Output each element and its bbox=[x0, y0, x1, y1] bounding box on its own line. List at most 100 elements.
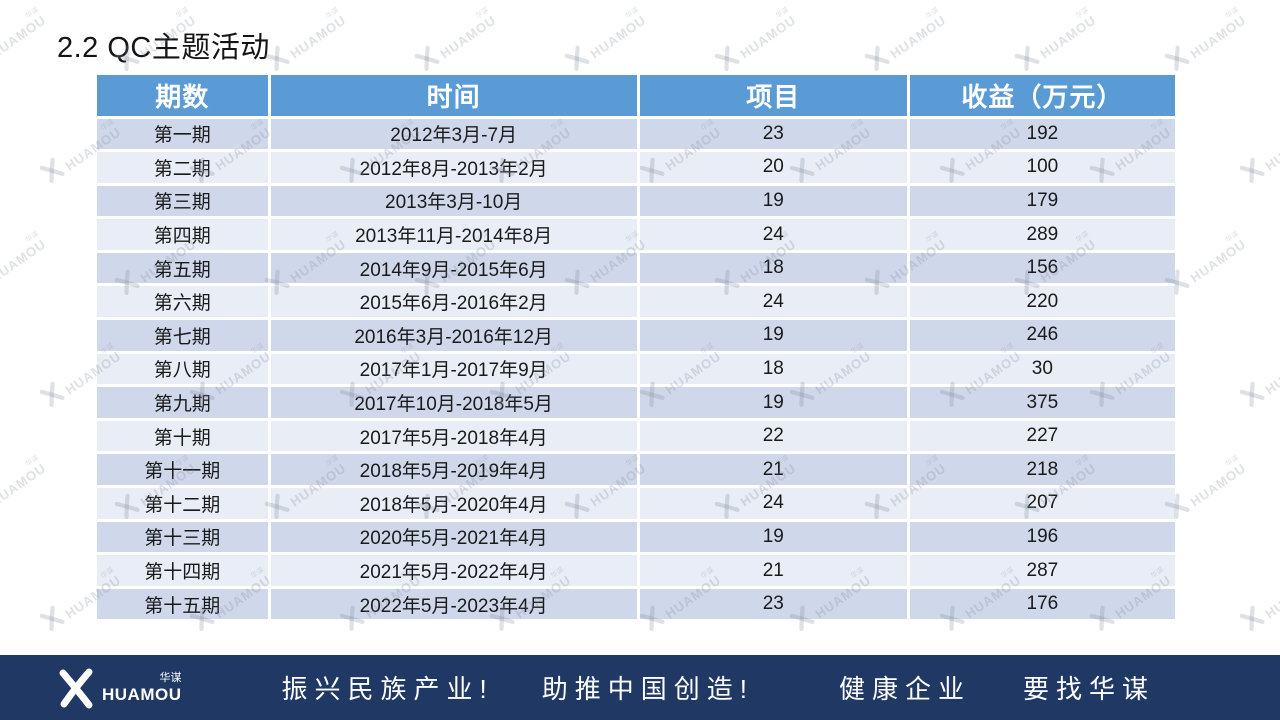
table-cell: 19 bbox=[639, 185, 910, 217]
table-row: 第七期 2016年3月-2016年12月 19 246 bbox=[97, 320, 1175, 351]
watermark-en-label: HUAMOU bbox=[737, 12, 799, 62]
table-header-cell: 时间 bbox=[270, 75, 640, 116]
table-row: 第十一期 2018年5月-2019年4月 21 218 bbox=[97, 454, 1175, 486]
table-cell: 第十三期 bbox=[97, 521, 271, 553]
table-cell: 246 bbox=[909, 320, 1175, 351]
table-cell: 21 bbox=[639, 555, 910, 586]
table-row: 第十期 2017年5月-2018年4月 22 227 bbox=[97, 420, 1175, 452]
watermark-en-label: HUAMOU bbox=[1037, 12, 1099, 62]
watermark-en-label: HUAMOU bbox=[587, 12, 649, 62]
table-cell: 22 bbox=[639, 420, 910, 452]
table-row: 第六期 2015年6月-2016年2月 24 220 bbox=[97, 286, 1175, 318]
watermark-en-label: HUAMOU bbox=[1262, 348, 1280, 398]
watermark-logo-icon bbox=[411, 42, 443, 75]
table-cell: 2017年1月-2017年9月 bbox=[270, 353, 640, 385]
watermark-en-label: HUAMOU bbox=[0, 460, 49, 510]
watermark-logo-icon bbox=[561, 42, 593, 75]
table-cell: 2016年3月-2016年12月 bbox=[270, 320, 640, 351]
table-cell: 2017年10月-2018年5月 bbox=[270, 387, 640, 418]
table-row: 第三期 2013年3月-10月 19 179 bbox=[97, 185, 1175, 217]
table-cell: 24 bbox=[639, 286, 910, 318]
table-header-cell: 收益（万元） bbox=[909, 75, 1175, 116]
table-header-row: 期数 时间 项目 收益（万元） bbox=[97, 75, 1175, 116]
watermark-logo-icon bbox=[711, 42, 743, 75]
table-cell: 2022年5月-2023年4月 bbox=[270, 588, 640, 620]
watermark-cn-label: 华谋 bbox=[174, 6, 191, 21]
table-cell: 23 bbox=[639, 588, 910, 620]
table-body: 第一期 2012年3月-7月 23 192 第二期 2012年8月-2013年2月 20 10… bbox=[97, 118, 1175, 620]
table-row: 第十五期 2022年5月-2023年4月 23 176 bbox=[97, 588, 1175, 620]
table-cell: 第四期 bbox=[97, 219, 271, 250]
table-cell: 18 bbox=[639, 353, 910, 385]
table-header-cell: 期数 bbox=[97, 75, 271, 116]
footer-slogan: 要找华谋 bbox=[1022, 674, 1155, 704]
table-cell: 2018年5月-2020年4月 bbox=[270, 488, 640, 519]
table-cell: 2013年3月-10月 bbox=[270, 185, 640, 217]
table-cell: 23 bbox=[639, 118, 910, 150]
table-cell: 218 bbox=[909, 454, 1175, 486]
watermark-logo-icon bbox=[36, 602, 68, 635]
table-row: 第十四期 2021年5月-2022年4月 21 287 bbox=[97, 555, 1175, 586]
watermark-cn-label: 华谋 bbox=[24, 6, 41, 21]
watermark-cn-label: 华谋 bbox=[1074, 6, 1091, 21]
watermark-en-label: HUAMOU bbox=[287, 12, 349, 62]
table-cell: 第十五期 bbox=[97, 588, 271, 620]
watermark-cn-label: 华谋 bbox=[324, 6, 341, 21]
table-cell: 2018年5月-2019年4月 bbox=[270, 454, 640, 486]
table-cell: 30 bbox=[909, 353, 1175, 385]
watermark-en-label: HUAMOU bbox=[1187, 12, 1249, 62]
watermark-en-label: HUAMOU bbox=[437, 12, 499, 62]
watermark-logo-icon bbox=[36, 378, 68, 411]
table-cell: 2020年5月-2021年4月 bbox=[270, 521, 640, 553]
logo-en-label: HUAMOU bbox=[102, 684, 182, 704]
watermark-en-label: HUAMOU bbox=[1262, 572, 1280, 622]
footer-slogans: 振兴民族产业! 助推中国创造! 健康企业 要找华谋 bbox=[282, 669, 1156, 706]
table-cell: 第二期 bbox=[97, 152, 271, 183]
table-cell: 18 bbox=[639, 252, 910, 284]
table-row: 第四期 2013年11月-2014年8月 24 289 bbox=[97, 219, 1175, 250]
table-row: 第十二期 2018年5月-2020年4月 24 207 bbox=[97, 488, 1175, 519]
table-cell: 第八期 bbox=[97, 353, 271, 385]
table-cell: 2017年5月-2018年4月 bbox=[270, 420, 640, 452]
table-cell: 287 bbox=[909, 555, 1175, 586]
table-cell: 176 bbox=[909, 588, 1175, 620]
watermark-logo-icon bbox=[36, 154, 68, 187]
watermark-cn-label: 华谋 bbox=[24, 454, 41, 469]
table-cell: 100 bbox=[909, 152, 1175, 183]
table-cell: 156 bbox=[909, 252, 1175, 284]
table-cell: 24 bbox=[639, 219, 910, 250]
footer-bar: 华谋 HUAMOU 振兴民族产业! 助推中国创造! 健康企业 要找华谋 bbox=[0, 655, 1280, 720]
watermark-en-label: HUAMOU bbox=[0, 12, 49, 62]
table-cell: 196 bbox=[909, 521, 1175, 553]
table-cell: 第十四期 bbox=[97, 555, 271, 586]
table-cell: 第六期 bbox=[97, 286, 271, 318]
huamou-logo-text: 华谋 HUAMOU bbox=[102, 672, 182, 704]
watermark-en-label: HUAMOU bbox=[1187, 460, 1249, 510]
watermark-logo-icon bbox=[1236, 602, 1268, 635]
footer-slogan: 助推中国创造! bbox=[541, 674, 754, 704]
table-cell: 21 bbox=[639, 454, 910, 486]
table-cell: 第十一期 bbox=[97, 454, 271, 486]
table-cell: 2021年5月-2022年4月 bbox=[270, 555, 640, 586]
table-row: 第十三期 2020年5月-2021年4月 19 196 bbox=[97, 521, 1175, 553]
qc-activity-table: 期数 时间 项目 收益（万元） 第一期 2012年3月-7月 23 192 第二期 2012年8… bbox=[97, 75, 1175, 622]
table-cell: 220 bbox=[909, 286, 1175, 318]
watermark-cn-label: 华谋 bbox=[24, 230, 41, 245]
table-cell: 192 bbox=[909, 118, 1175, 150]
